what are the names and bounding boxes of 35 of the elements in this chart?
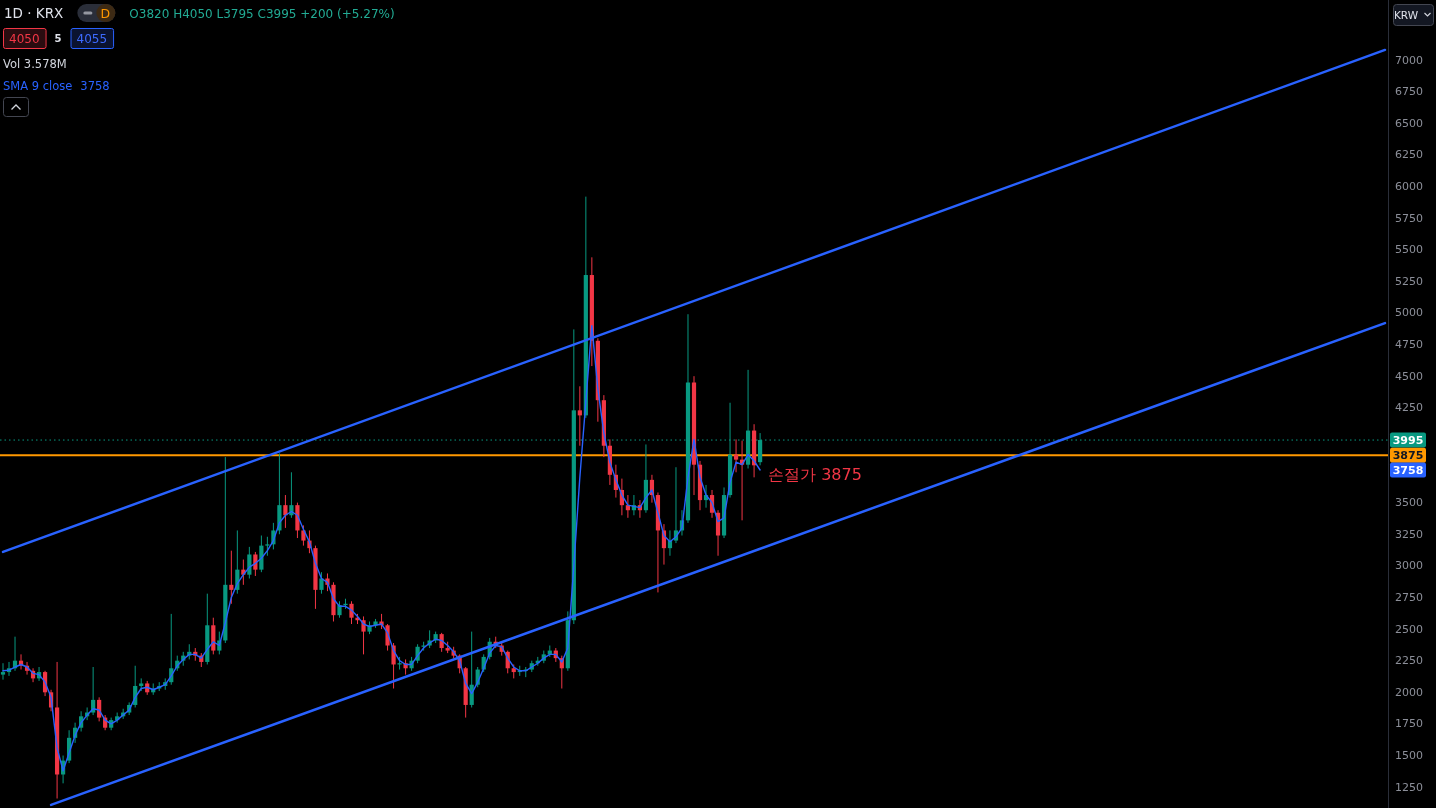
y-tick-label: 6500 [1395, 116, 1423, 130]
y-tick-label: 7000 [1395, 53, 1423, 67]
y-tick-label: 6750 [1395, 85, 1423, 99]
y-tick-label: 3500 [1395, 496, 1423, 510]
y-tick-label: 5000 [1395, 306, 1423, 320]
annotation: 4055 [76, 32, 108, 46]
y-tick-label: 4500 [1395, 369, 1423, 383]
quote-box: 4055 [70, 28, 115, 49]
y-tick-label: 2000 [1395, 685, 1423, 699]
y-tick-label: 5250 [1395, 274, 1423, 288]
annotation: D [100, 5, 111, 21]
y-tick-label: 5500 [1395, 243, 1423, 257]
y-tick-label: 5750 [1395, 211, 1423, 225]
y-tick-label: 6250 [1395, 148, 1423, 162]
y-tick-label: 3250 [1395, 527, 1423, 541]
currency-button: KRW [1393, 4, 1434, 26]
y-tick-label: 1500 [1395, 749, 1423, 763]
annotation: O3820 H4050 L3795 C3995 +200 (+5.27%) [129, 6, 395, 21]
y-tick-label: 2500 [1395, 622, 1423, 636]
legend-entry: SMA 9 close [3, 78, 73, 93]
quote-box: 4050 [3, 28, 47, 49]
y-tick-label: 4750 [1395, 338, 1423, 352]
y-tick-label: 2250 [1395, 654, 1423, 668]
y-tick-label: 6000 [1395, 180, 1423, 194]
annotation: Vol 3.578M [3, 56, 67, 71]
y-tick-label: 1750 [1395, 717, 1423, 731]
note: 손절가 3875 [768, 465, 862, 485]
y-tick-label: 4250 [1395, 401, 1423, 415]
annotation: 4050 [9, 32, 40, 46]
chart-title: 1D · KRX [4, 5, 64, 21]
annotation: 5 [54, 33, 62, 44]
y-tick-label: 1250 [1395, 780, 1423, 794]
y-tick-label: 3000 [1395, 559, 1423, 573]
annotation: 3758 [80, 78, 110, 93]
y-tick-label: 2750 [1395, 590, 1423, 604]
